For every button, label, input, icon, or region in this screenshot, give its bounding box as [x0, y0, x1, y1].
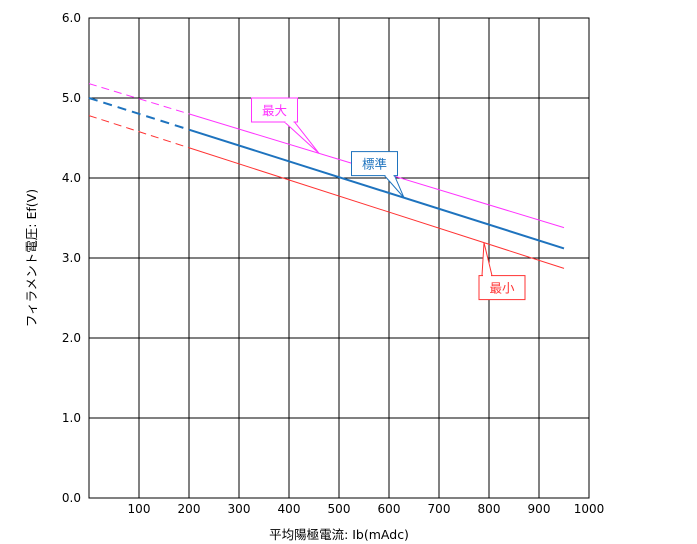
y-tick-label: 4.0 — [62, 171, 81, 185]
callout-label: 最大 — [262, 103, 287, 118]
series-標準 — [88, 97, 565, 250]
callout-box — [251, 97, 298, 123]
series-solid-segment — [188, 147, 565, 269]
x-tick-label: 100 — [128, 502, 151, 516]
x-tick-label: 1000 — [574, 502, 605, 516]
series-最小 — [88, 115, 565, 269]
series-solid-segment — [188, 128, 565, 250]
y-tick-label: 0.0 — [62, 491, 81, 505]
x-tick-label: 600 — [378, 502, 401, 516]
y-tick-label: 1.0 — [62, 411, 81, 425]
x-tick-label: 400 — [278, 502, 301, 516]
x-tick-label: 900 — [528, 502, 551, 516]
series-dashed-segment — [88, 83, 190, 115]
x-axis-label: 平均陽極電流: Ib(mAdc) — [269, 527, 409, 542]
x-tick-label: 500 — [328, 502, 351, 516]
x-tick-label: 200 — [178, 502, 201, 516]
y-tick-label: 6.0 — [62, 11, 81, 25]
callout-box — [351, 151, 398, 177]
series-dashed-segment — [88, 115, 190, 149]
y-tick-label: 5.0 — [62, 91, 81, 105]
chart-grid — [88, 17, 590, 499]
callout-label: 最小 — [489, 281, 515, 296]
y-tick-label: 3.0 — [62, 251, 81, 265]
callout-label: 標準 — [362, 157, 387, 172]
x-tick-label: 300 — [228, 502, 251, 516]
x-tick-label: 700 — [428, 502, 451, 516]
callout-box — [478, 275, 526, 301]
callout-最小: 最小 — [478, 242, 526, 301]
x-tick-label: 800 — [478, 502, 501, 516]
y-tick-label: 2.0 — [62, 331, 81, 345]
callout-標準: 標準 — [351, 151, 405, 199]
series-dashed-segment — [88, 97, 190, 131]
chart-ticks: 100 200 300 400 500 600 700 800 900 1000 0.0 1.0 2.0… — [62, 11, 604, 516]
callout-最大: 最大 — [251, 97, 320, 154]
y-axis-label: フィラメント電圧: Ef(V) — [24, 189, 39, 327]
